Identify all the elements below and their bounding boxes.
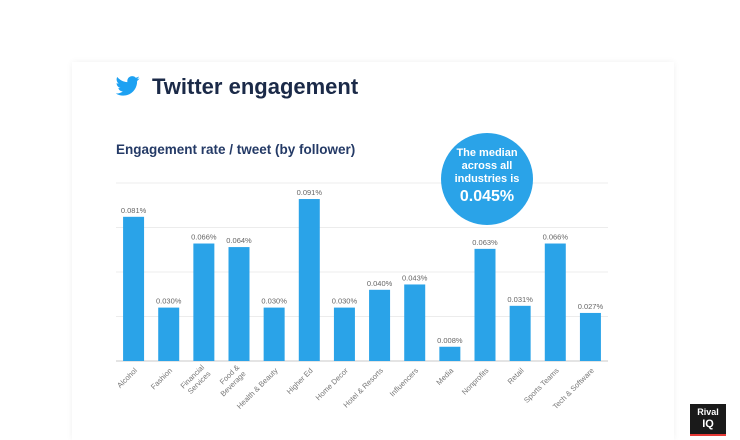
median-text-line: The median (456, 147, 518, 159)
data-label: 0.030% (156, 297, 182, 306)
median-text-line: industries is (454, 173, 520, 185)
x-tick-label: Nonprofits (460, 366, 491, 397)
x-tick-label: Retail (506, 366, 526, 386)
data-label: 0.064% (226, 236, 252, 245)
data-label: 0.008% (437, 336, 463, 345)
x-tick-label: FinancialServices (179, 363, 213, 397)
x-tick-label-line: Sports Teams (522, 366, 561, 405)
data-label: 0.063% (472, 238, 498, 247)
data-label: 0.066% (543, 233, 569, 242)
data-label: 0.066% (191, 233, 217, 242)
data-label: 0.031% (507, 295, 533, 304)
x-tick-label: Sports Teams (522, 366, 561, 405)
data-label: 0.030% (332, 297, 358, 306)
x-tick-label: Media (434, 365, 455, 386)
data-label: 0.040% (367, 279, 393, 288)
data-label: 0.091% (297, 188, 323, 197)
x-tick-label-line: Higher Ed (285, 366, 315, 396)
x-tick-label: Home Decor (314, 366, 350, 402)
bar (404, 284, 426, 361)
x-tick-label-line: Nonprofits (460, 366, 491, 397)
logo-line-2: IQ (702, 418, 714, 430)
page-title: Twitter engagement (152, 74, 359, 99)
x-tick-label: Food &Beverage (212, 363, 247, 398)
bar (369, 289, 391, 361)
bar (509, 305, 531, 361)
bar (439, 346, 461, 361)
bar (158, 307, 180, 361)
bar (333, 307, 355, 361)
x-tick-label: Higher Ed (285, 366, 315, 396)
rival-iq-logo: Rival IQ (690, 404, 726, 436)
median-text-line: across all (461, 160, 513, 172)
median-value: 0.045% (459, 188, 515, 205)
data-label: 0.043% (402, 273, 428, 282)
twitter-bird-icon (116, 76, 140, 96)
bar (123, 216, 145, 361)
logo-line-1: Rival (697, 407, 719, 417)
data-label: 0.027% (578, 302, 604, 311)
bar (263, 307, 285, 361)
bar (228, 247, 250, 361)
x-tick-label-line: Influencers (388, 366, 420, 398)
bar (474, 248, 496, 361)
x-tick-label-line: Alcohol (115, 366, 139, 390)
x-tick-label-line: Retail (506, 366, 526, 386)
median-callout: The median across all industries is 0.04… (441, 133, 533, 225)
chart-subtitle: Engagement rate / tweet (by follower) (116, 142, 356, 157)
bar (579, 312, 601, 361)
chart-card (72, 62, 674, 440)
x-tick-label-line: Fashion (149, 366, 174, 391)
x-tick-label: Influencers (388, 366, 420, 398)
x-tick-label-line: Home Decor (314, 366, 350, 402)
x-tick-label: Fashion (149, 366, 174, 391)
x-tick-label: Alcohol (115, 366, 139, 390)
bar (298, 199, 320, 361)
bar (544, 243, 566, 361)
bar (193, 243, 215, 361)
x-tick-label-line: Media (434, 365, 455, 386)
data-label: 0.030% (261, 297, 287, 306)
data-label: 0.081% (121, 206, 147, 215)
